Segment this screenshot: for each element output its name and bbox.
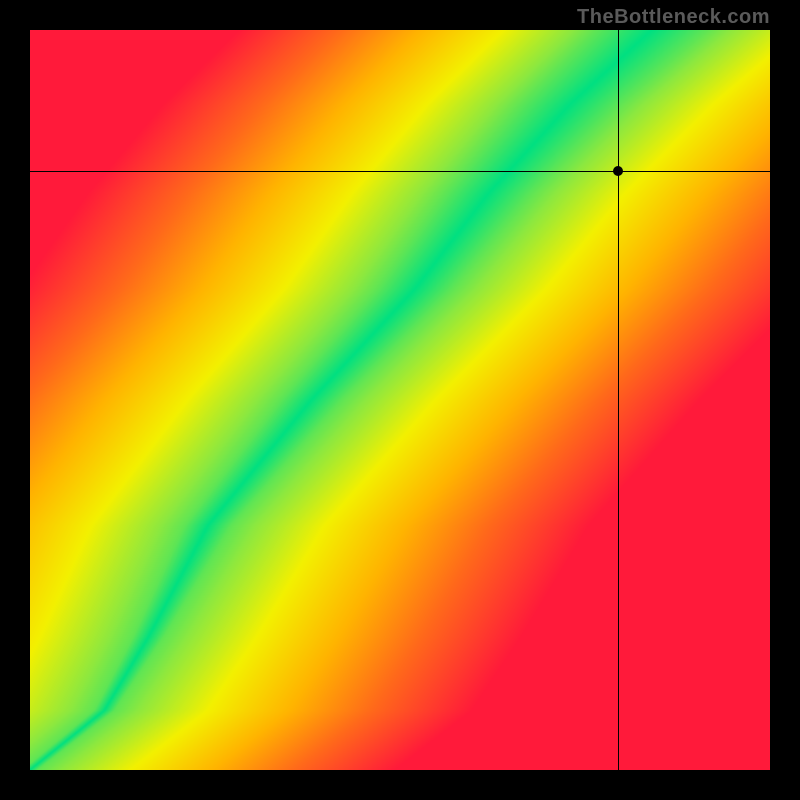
- heatmap-plot: [30, 30, 770, 770]
- heatmap-canvas: [30, 30, 770, 770]
- crosshair-horizontal: [30, 171, 770, 172]
- attribution-text: TheBottleneck.com: [577, 6, 770, 29]
- crosshair-marker[interactable]: [613, 166, 623, 176]
- crosshair-vertical: [618, 30, 619, 770]
